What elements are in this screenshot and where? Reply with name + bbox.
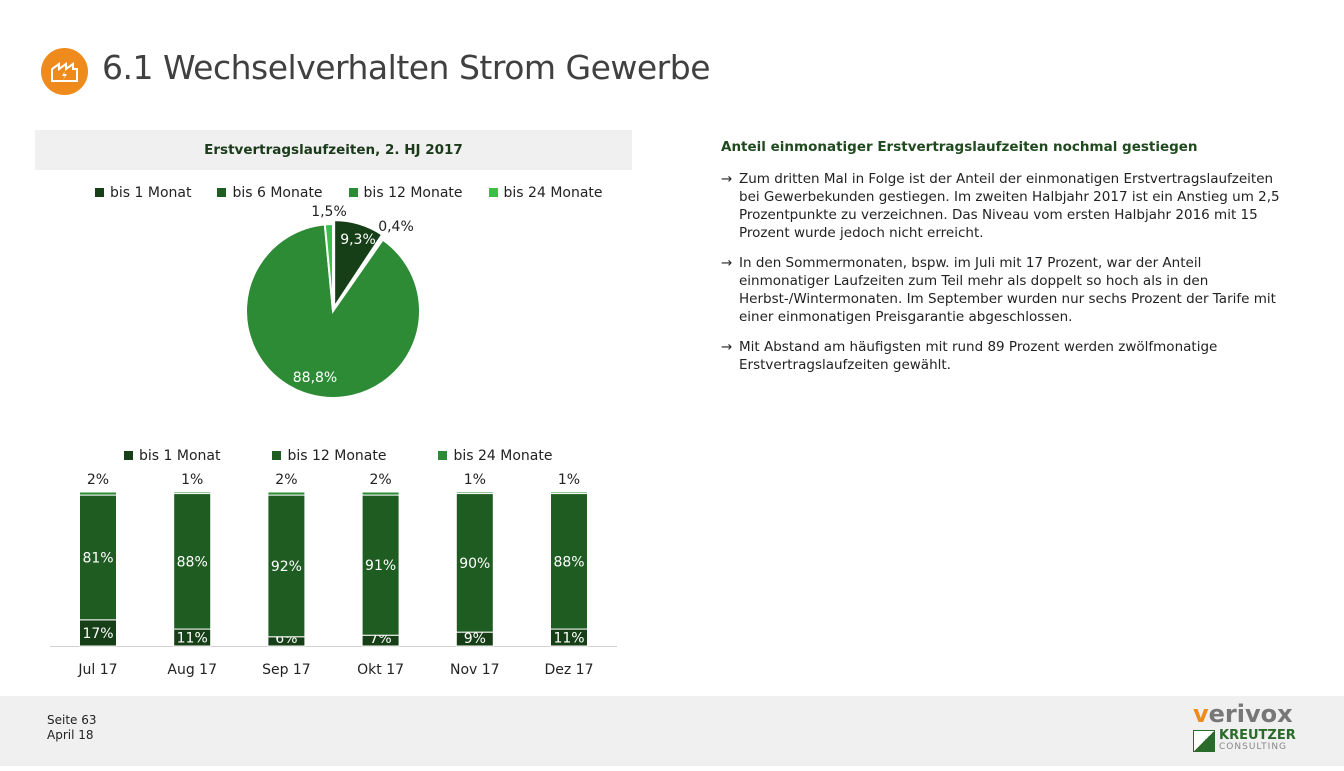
bar-data-label: 11% xyxy=(553,631,584,647)
page-info: Seite 63 April 18 xyxy=(47,713,97,743)
bar-segment xyxy=(550,491,588,495)
commentary-heading: Anteil einmonatiger Erstvertragslaufzeit… xyxy=(721,139,1198,155)
bar-segment xyxy=(267,491,306,496)
bullet-text: Mit Abstand am häufigsten mit rund 89 Pr… xyxy=(739,339,1218,373)
bar-data-label: 9% xyxy=(464,631,486,647)
bar-segment xyxy=(173,491,212,495)
bar-data-label: 11% xyxy=(177,631,208,647)
legend-item: bis 6 Monate xyxy=(217,185,323,201)
bar-segment xyxy=(79,619,117,647)
x-tick-label: Dez 17 xyxy=(544,662,593,678)
bar-segment xyxy=(455,491,494,495)
bullet-text: In den Sommermonaten, bspw. im Juli mit … xyxy=(739,255,1276,325)
bar-data-label: 1% xyxy=(464,472,486,488)
bar-data-label: 92% xyxy=(271,559,302,575)
bar-segment xyxy=(361,491,400,496)
page-number: Seite 63 xyxy=(47,713,97,727)
bar-segment xyxy=(173,493,212,630)
bar-segment xyxy=(361,494,400,636)
bar-data-label: 88% xyxy=(177,554,208,570)
x-tick-label: Okt 17 xyxy=(357,662,404,678)
pie-slice xyxy=(323,222,334,312)
arrow-icon: → xyxy=(721,171,733,187)
factory-lightning-icon xyxy=(41,48,88,95)
bar-segment xyxy=(267,494,306,638)
pie-slice xyxy=(333,219,384,311)
bullet-2: → In den Sommermonaten, bspw. im Juli mit… xyxy=(721,254,1291,326)
bar-segment xyxy=(550,493,588,630)
legend-item: bis 1 Monat xyxy=(95,185,191,201)
bar-data-label: 17% xyxy=(82,626,113,642)
pie-legend: bis 1 Monat bis 6 Monate bis 12 Monate bis … xyxy=(95,185,603,201)
bar-data-label: 2% xyxy=(275,472,297,488)
bullet-1: → Zum dritten Mal in Folge ist der Anteil… xyxy=(721,170,1291,242)
x-tick-label: Sep 17 xyxy=(262,662,311,678)
pie-data-label: 0,4% xyxy=(378,219,414,235)
legend-item: bis 12 Monate xyxy=(272,448,386,464)
bar-data-label: 2% xyxy=(369,472,391,488)
bar-legend: bis 1 Monat bis 12 Monate bis 24 Monate xyxy=(124,448,552,464)
legend-item: bis 24 Monate xyxy=(438,448,552,464)
bar-data-label: 88% xyxy=(553,554,584,570)
legend-item: bis 24 Monate xyxy=(488,185,603,201)
pie-slice xyxy=(245,223,421,399)
x-tick-label: Jul 17 xyxy=(77,662,117,678)
bar-data-label: 91% xyxy=(365,558,396,574)
legend-item: bis 12 Monate xyxy=(348,185,463,201)
bullet-text: Zum dritten Mal in Folge ist der Anteil … xyxy=(739,171,1280,241)
bar-segment xyxy=(79,494,117,621)
page-title: 6.1 Wechselverhalten Strom Gewerbe xyxy=(102,48,711,87)
verivox-logo: verivox xyxy=(1193,700,1293,728)
pie-data-label: 9,3% xyxy=(340,232,376,248)
commentary: Anteil einmonatiger Erstvertragslaufzeit… xyxy=(721,138,1291,386)
date: April 18 xyxy=(47,728,94,742)
pie-data-label: 88,8% xyxy=(293,370,337,386)
arrow-icon: → xyxy=(721,339,733,355)
bar-data-label: 2% xyxy=(87,472,109,488)
bar-data-label: 1% xyxy=(181,472,203,488)
arrow-icon: → xyxy=(721,255,733,271)
bar-data-label: 90% xyxy=(459,556,490,572)
footer xyxy=(0,696,1344,766)
legend-item: bis 1 Monat xyxy=(124,448,220,464)
charts-canvas: 9,3%0,4% 88,8% 1,5% 17% 81% 2% Jul 17 11% 88% 1% A… xyxy=(50,204,617,678)
x-tick-label: Nov 17 xyxy=(450,662,500,678)
bar-data-label: 81% xyxy=(82,550,113,566)
x-tick-label: Aug 17 xyxy=(167,662,217,678)
bar-segment xyxy=(79,491,117,496)
bar-data-label: 1% xyxy=(558,472,580,488)
pie-data-label: 1,5% xyxy=(311,204,347,220)
bullet-3: → Mit Abstand am häufigsten mit rund 89 P… xyxy=(721,338,1291,374)
kreutzer-logo: KREUTZER CONSULTING xyxy=(1193,729,1296,752)
pie-chart-title: Erstvertragslaufzeiten, 2. HJ 2017 xyxy=(35,130,632,170)
